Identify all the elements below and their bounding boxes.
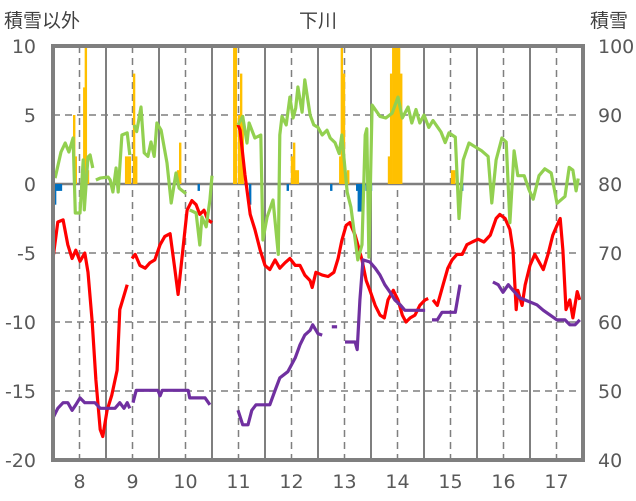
- orange-bar: [233, 46, 236, 184]
- red-series-line: [51, 218, 129, 439]
- y2-tick-label: 90: [598, 105, 622, 127]
- green-series-line: [95, 131, 132, 194]
- blue-bar: [356, 184, 359, 191]
- chart-title: 下川: [299, 10, 337, 32]
- purple-series-line: [492, 280, 581, 327]
- x-tick-label: 14: [385, 471, 409, 493]
- orange-bar: [127, 156, 130, 184]
- orange-bar: [395, 46, 399, 184]
- y-tick-label: -5: [17, 243, 36, 265]
- orange-bar: [296, 170, 300, 184]
- y2-tick-label: 70: [598, 243, 622, 265]
- orange-bar: [292, 142, 296, 184]
- orange-bar: [340, 46, 344, 184]
- purple-series-line: [51, 396, 132, 419]
- green-series-line: [53, 136, 95, 215]
- bar-series: [53, 46, 464, 212]
- blue-bar: [286, 184, 289, 191]
- y-tick-label: 0: [24, 174, 36, 196]
- x-tick-label: 10: [173, 471, 197, 493]
- orange-bar: [128, 156, 132, 184]
- orange-bar: [400, 73, 403, 184]
- orange-bar: [124, 156, 128, 184]
- orange-bar: [339, 156, 342, 184]
- blue-bar: [357, 184, 361, 212]
- line-series: [51, 78, 582, 439]
- purple-series-line: [345, 258, 426, 352]
- orange-bar: [342, 73, 346, 184]
- y2-tick-label: 40: [598, 450, 622, 472]
- orange-bar: [347, 170, 350, 184]
- y-tick-label: -20: [5, 450, 36, 472]
- y-tick-label: -10: [5, 312, 36, 334]
- orange-bar: [393, 46, 397, 184]
- blue-bar: [57, 184, 61, 191]
- y2-tick-label: 80: [598, 174, 622, 196]
- orange-bar: [389, 73, 393, 184]
- plot-border: [51, 44, 585, 462]
- y2-tick-label: 60: [598, 312, 622, 334]
- orange-bar: [397, 46, 401, 184]
- right-axis-title: 積雪: [590, 10, 628, 32]
- blue-bar: [359, 184, 363, 212]
- y2-tick-label: 100: [598, 36, 634, 58]
- orange-bar: [237, 115, 241, 184]
- orange-bar: [294, 170, 297, 184]
- orange-bar: [453, 170, 456, 184]
- x-tick-label: 13: [332, 471, 356, 493]
- red-series-line: [236, 124, 429, 324]
- blue-bar: [56, 184, 59, 191]
- orange-bar: [84, 46, 88, 184]
- green-series-line: [236, 78, 580, 262]
- plot-frame: [51, 44, 585, 462]
- y2-tick-label: 50: [598, 381, 622, 403]
- y-tick-label: 5: [24, 105, 36, 127]
- x-tick-label: 15: [438, 471, 462, 493]
- orange-bar: [450, 170, 454, 184]
- red-series-line: [431, 212, 582, 320]
- orange-bar: [392, 46, 395, 184]
- purple-series-line: [432, 284, 462, 322]
- left-axis-title: 積雪以外: [4, 10, 80, 32]
- orange-bar: [83, 87, 86, 184]
- x-tick-label: 9: [126, 471, 138, 493]
- blue-bar: [59, 184, 63, 191]
- x-tick-label: 17: [544, 471, 568, 493]
- orange-bar: [135, 156, 138, 184]
- orange-bar: [290, 156, 294, 184]
- purple-series-line: [236, 323, 323, 427]
- x-tick-label: 11: [226, 471, 250, 493]
- blue-bar: [197, 184, 200, 191]
- blue-bar: [330, 184, 333, 191]
- green-series-line: [132, 105, 188, 205]
- orange-bar: [234, 46, 238, 184]
- x-tick-label: 12: [279, 471, 303, 493]
- orange-bar: [179, 142, 182, 184]
- orange-bar: [74, 156, 77, 184]
- x-tick-label: 8: [73, 471, 85, 493]
- orange-bar: [387, 156, 391, 184]
- gridlines: [53, 46, 583, 460]
- blue-bar: [248, 184, 252, 205]
- green-series-line: [189, 175, 214, 247]
- y-tick-label: 10: [12, 36, 36, 58]
- purple-series-line: [131, 388, 212, 406]
- x-tick-label: 16: [491, 471, 515, 493]
- blue-bar: [53, 184, 57, 205]
- red-series-line: [130, 199, 213, 296]
- y-tick-label: -15: [5, 381, 36, 403]
